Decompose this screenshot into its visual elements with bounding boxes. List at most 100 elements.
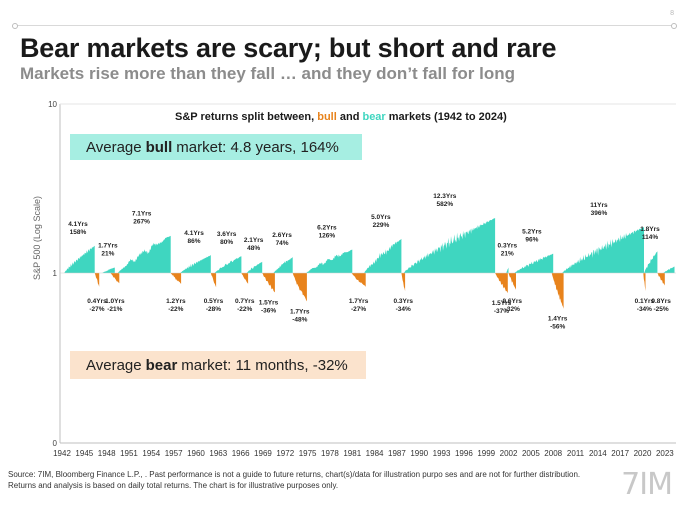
bull-duration-label: 0.3Yrs [498, 243, 518, 250]
y-tick-label: 10 [48, 100, 57, 109]
bull-market-area [117, 235, 171, 273]
bear-duration-label: 0.1Yrs [635, 298, 655, 305]
bull-market-area [506, 267, 509, 273]
bull-return-label: 582% [436, 201, 453, 208]
bear-market-area [110, 273, 120, 284]
bull-duration-label: 11Yrs [590, 202, 608, 209]
x-tick-label: 2023 [656, 449, 674, 458]
bull-duration-label: 2.1Yrs [244, 237, 264, 244]
x-tick-label: 2014 [589, 449, 607, 458]
bull-market-area [273, 257, 293, 273]
x-tick-label: 1999 [477, 449, 495, 458]
bear-market-area [94, 273, 100, 287]
bear-market-area [170, 273, 182, 284]
bull-duration-label: 5.2Yrs [522, 229, 542, 236]
x-tick-label: 1978 [321, 449, 339, 458]
chart-title-middle: and [336, 111, 363, 123]
chart-title-bear-word: bear [362, 111, 386, 123]
top-divider [12, 23, 677, 29]
bull-market-area [64, 245, 95, 273]
bear-market-area [292, 273, 307, 302]
slide-subtitle: Markets rise more than they fall … and t… [20, 64, 515, 83]
bull-duration-label: 6.2Yrs [317, 225, 337, 232]
x-tick-label: 1990 [410, 449, 428, 458]
bear-return-label: -25% [654, 306, 669, 313]
page-number: 8 [670, 10, 674, 17]
bear-duration-label: 1.7Yrs [290, 308, 310, 315]
bear-duration-label: 1.2Yrs [166, 298, 186, 305]
bear-return-label: -56% [550, 324, 565, 331]
bull-return-label: 96% [525, 237, 538, 244]
bear-market-area [495, 273, 508, 294]
bull-return-label: 21% [501, 251, 514, 258]
bear-return-label: -21% [107, 306, 122, 313]
bull-duration-label: 4.1Yrs [68, 221, 88, 228]
x-tick-label: 1942 [53, 449, 71, 458]
bear-market-area [351, 273, 366, 287]
bear-market-area [643, 273, 646, 291]
bull-return-label: 21% [101, 251, 114, 258]
bear-return-label: -22% [168, 306, 183, 313]
bear-return-label: -27% [351, 306, 366, 313]
bear-market-area [241, 273, 249, 284]
bear-return-label: -36% [261, 307, 276, 314]
bear-duration-label: 0.6Yrs [503, 298, 523, 305]
bull-market-area [364, 238, 402, 273]
bear-market-area [210, 273, 217, 288]
slide-title: Bear markets are scary; but short and ra… [20, 33, 557, 63]
x-tick-label: 2017 [611, 449, 629, 458]
bear-market-area [657, 273, 665, 286]
x-tick-label: 1954 [142, 449, 160, 458]
x-tick-label: 1993 [433, 449, 451, 458]
bear-market-area [401, 273, 406, 291]
bull-market-area [306, 249, 353, 273]
x-tick-label: 1966 [232, 449, 250, 458]
bear-callout-prefix: Average [86, 356, 142, 374]
source-note: Source: 7IM, Bloomberg Finance L.P., . P… [8, 470, 581, 490]
x-tick-label: 2008 [544, 449, 562, 458]
chart-title-prefix: S&P returns split between, [175, 111, 318, 123]
x-tick-label: 1945 [75, 449, 93, 458]
x-tick-label: 2020 [634, 449, 652, 458]
bull-market-area [644, 251, 658, 273]
bull-duration-label: 1.7Yrs [98, 243, 118, 250]
bull-market-area [514, 253, 554, 273]
bull-duration-label: 12.3Yrs [433, 193, 457, 200]
bull-return-label: 86% [188, 238, 201, 245]
chart-title-suffix: markets (1942 to 2024) [385, 111, 507, 123]
x-tick-label: 1987 [388, 449, 406, 458]
bear-return-label: -34% [637, 306, 652, 313]
bear-return-label: -22% [237, 306, 252, 313]
x-tick-label: 1951 [120, 449, 138, 458]
x-tick-label: 1957 [165, 449, 183, 458]
bull-return-label: 114% [642, 234, 658, 241]
x-tick-label: 1981 [343, 449, 361, 458]
bear-duration-label: 0.7Yrs [235, 298, 255, 305]
bear-duration-label: 1.0Yrs [105, 298, 125, 305]
brand-logo: 7IM [621, 467, 673, 502]
bear-duration-label: 1.5Yrs [492, 300, 512, 307]
x-tick-label: 2005 [522, 449, 540, 458]
bull-market-area [663, 266, 675, 273]
bear-market-area [262, 273, 275, 293]
bull-market-area [562, 227, 644, 273]
bear-duration-label: 1.4Yrs [548, 316, 568, 323]
bull-duration-label: 7.1Yrs [132, 211, 152, 218]
x-tick-label: 1972 [276, 449, 294, 458]
bull-market-area [214, 256, 242, 273]
x-tick-label: 1969 [254, 449, 272, 458]
bear-return-label: -37% [494, 308, 509, 315]
bull-callout-prefix: Average [86, 138, 142, 156]
bear-market-area [508, 273, 516, 290]
chart-title-bull-word: bull [317, 111, 337, 123]
bull-duration-label: 2.6Yrs [272, 232, 292, 239]
bear-return-label: -27% [89, 306, 104, 313]
chart-title: S&P returns split between, bull and bear… [175, 111, 507, 123]
x-tick-label: 1984 [366, 449, 384, 458]
bull-market-area [246, 261, 263, 273]
bear-market-area [551, 273, 564, 309]
x-tick-label: 1963 [209, 449, 227, 458]
bear-callout: Average bear market: 11 months, -32% [70, 351, 366, 379]
bull-duration-label: 4.1Yrs [184, 230, 204, 237]
